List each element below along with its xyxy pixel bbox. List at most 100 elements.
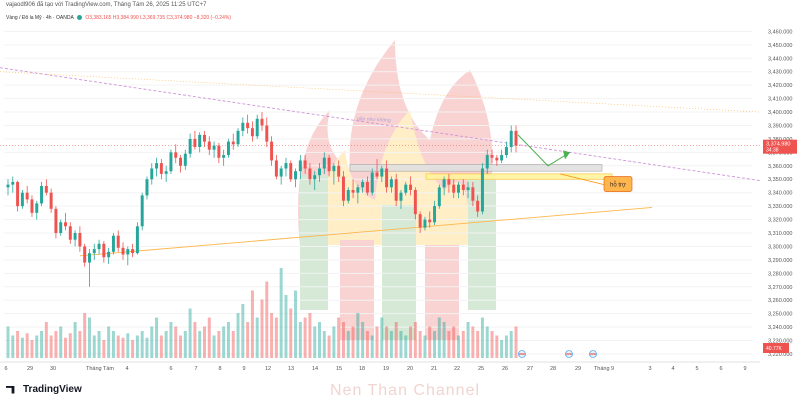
candle[interactable] [260, 112, 264, 131]
support-callout-box[interactable] [603, 176, 633, 192]
candle[interactable] [54, 206, 58, 239]
candle[interactable] [135, 222, 139, 255]
candle[interactable] [332, 163, 336, 185]
candle[interactable] [346, 187, 350, 204]
candle[interactable] [351, 179, 355, 199]
candle[interactable] [423, 216, 427, 231]
candle[interactable] [49, 188, 53, 213]
upper-dotted-line[interactable] [0, 71, 761, 113]
candle[interactable] [495, 155, 499, 166]
candle[interactable] [433, 200, 437, 225]
candle[interactable] [6, 179, 10, 196]
candle[interactable] [198, 132, 202, 153]
candle[interactable] [452, 179, 456, 199]
supply-zone-rect[interactable] [349, 164, 603, 172]
candle[interactable] [428, 211, 432, 228]
candle[interactable] [78, 226, 82, 252]
candle[interactable] [126, 246, 130, 266]
candle[interactable] [404, 181, 408, 196]
candle[interactable] [121, 242, 125, 260]
candle[interactable] [265, 117, 269, 147]
candle[interactable] [169, 149, 173, 174]
resistance-trendline[interactable] [0, 67, 761, 182]
candle[interactable] [385, 160, 389, 193]
candle[interactable] [303, 155, 307, 174]
candle[interactable] [327, 155, 331, 177]
candle[interactable] [322, 152, 326, 174]
candle[interactable] [399, 190, 403, 209]
candle[interactable] [294, 168, 298, 188]
candle[interactable] [30, 195, 34, 217]
candle[interactable] [116, 230, 120, 252]
candle[interactable] [461, 179, 465, 196]
candle[interactable] [231, 133, 235, 150]
symbol-name[interactable]: Vàng / Đô la Mỹ · 4h · OANDA [6, 15, 74, 21]
candle[interactable] [341, 171, 345, 207]
candle[interactable] [102, 241, 106, 263]
candle[interactable] [485, 149, 489, 174]
candle[interactable] [480, 163, 484, 215]
last-price-tag[interactable] [763, 139, 797, 154]
candle[interactable] [87, 249, 91, 287]
candle[interactable] [466, 181, 470, 199]
candle[interactable] [111, 233, 115, 255]
candle[interactable] [97, 239, 101, 255]
candle[interactable] [365, 176, 369, 196]
candle[interactable] [490, 149, 494, 164]
candle[interactable] [73, 230, 77, 247]
candle[interactable] [509, 125, 513, 153]
candle[interactable] [270, 136, 274, 166]
candle[interactable] [64, 212, 67, 231]
candle[interactable] [203, 130, 206, 147]
candle[interactable] [20, 190, 24, 209]
candle[interactable] [107, 247, 111, 264]
tradingview-brand[interactable]: TradingView [6, 384, 82, 395]
volume-tag[interactable] [763, 343, 789, 353]
candle[interactable] [409, 176, 413, 196]
projection-arrow[interactable] [517, 134, 571, 167]
candle[interactable] [279, 165, 283, 185]
candle[interactable] [447, 173, 451, 193]
candle[interactable] [155, 157, 159, 177]
candle[interactable] [476, 195, 480, 217]
candle[interactable] [183, 149, 187, 170]
candle[interactable] [442, 176, 446, 196]
candle[interactable] [504, 141, 508, 158]
candle[interactable] [457, 181, 460, 199]
candle[interactable] [35, 200, 39, 220]
candle[interactable] [164, 165, 168, 182]
candle[interactable] [356, 184, 360, 204]
candle[interactable] [375, 159, 379, 180]
candle[interactable] [44, 179, 48, 196]
candle[interactable] [413, 187, 417, 220]
candle[interactable] [83, 243, 87, 267]
candle[interactable] [212, 141, 216, 158]
symbol-legend[interactable]: Vàng / Đô la Mỹ · 4h · OANDA O3,383.165 … [6, 15, 231, 21]
support-trendline[interactable] [79, 207, 653, 257]
candle[interactable] [437, 184, 441, 209]
candle[interactable] [11, 176, 15, 193]
candle[interactable] [68, 222, 72, 244]
candle[interactable] [370, 168, 374, 196]
candle[interactable] [471, 181, 475, 207]
candle[interactable] [25, 185, 29, 204]
candle[interactable] [159, 159, 163, 180]
candle[interactable] [500, 149, 504, 164]
candle[interactable] [514, 125, 518, 153]
candle[interactable] [298, 155, 302, 180]
candle[interactable] [337, 160, 341, 182]
candle[interactable] [59, 219, 63, 236]
candle[interactable] [255, 114, 259, 139]
candle[interactable] [131, 243, 135, 258]
candle[interactable] [274, 155, 278, 180]
candle[interactable] [207, 136, 211, 156]
candle[interactable] [241, 117, 245, 137]
candle[interactable] [418, 211, 422, 234]
candle[interactable] [150, 163, 154, 185]
candle[interactable] [389, 176, 393, 193]
support-zone-rect[interactable] [425, 173, 613, 180]
candle[interactable] [289, 160, 293, 182]
candle[interactable] [380, 165, 384, 182]
candle[interactable] [226, 138, 230, 158]
candle[interactable] [217, 142, 221, 164]
